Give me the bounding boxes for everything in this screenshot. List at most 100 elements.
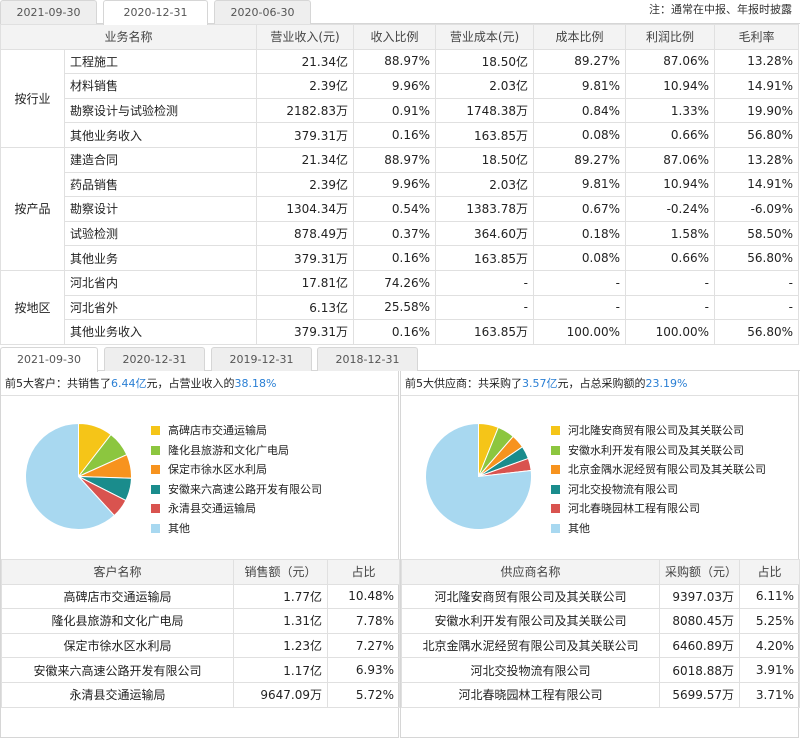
- cell-gross-margin: 13.28%: [714, 48, 800, 75]
- legend-item[interactable]: 北京金隅水泥经贸有限公司及其关联公司: [551, 460, 766, 480]
- cell-cost: 163.85万: [435, 245, 535, 271]
- top5-suppliers-panel: 前5大供应商：共采购了3.57亿元，占总采购额的23.19% 河北隆安商贸有限公…: [400, 371, 800, 738]
- cell-cost-ratio: 9.81%: [533, 171, 627, 198]
- legend-item[interactable]: 其他: [551, 519, 766, 539]
- table-header-row: 业务名称 营业收入(元) 收入比例 营业成本(元) 成本比例 利润比例 毛利率: [0, 24, 800, 50]
- header-gross-margin: 毛利率: [714, 24, 800, 50]
- cell-business-name: 勘察设计与试验检测: [63, 97, 258, 124]
- cell-revenue: 17.81亿: [256, 269, 355, 296]
- cell-cost-ratio: 89.27%: [533, 146, 627, 173]
- tab-period-1[interactable]: 2020-12-31: [103, 0, 208, 25]
- cell-revenue: 2182.83万: [256, 97, 355, 124]
- cell-cost-ratio: 0.08%: [533, 122, 627, 148]
- cell-name: 隆化县旅游和文化广电局: [1, 608, 234, 634]
- customers-table: 客户名称 销售额（元） 占比 高碑店市交通运输局 1.77亿 10.48% 隆化县旅游…: [1, 559, 400, 708]
- cell-revenue: 379.31万: [256, 319, 355, 345]
- cell-profit-ratio: 1.33%: [625, 97, 716, 124]
- group-label: 按产品: [0, 146, 65, 271]
- table-row: 北京金隅水泥经贸有限公司及其关联公司 6460.89万 4.20%: [401, 632, 800, 659]
- table-row: 其他业务收入 379.31万 0.16% 163.85万 100.00% 100.00% 5…: [1, 319, 800, 345]
- cell-cost: 1748.38万: [435, 97, 535, 124]
- customers-pie-chart: [25, 422, 132, 530]
- tab-bottom-period-0[interactable]: 2021-09-30: [0, 347, 98, 372]
- cell-name: 安徽水利开发有限公司及其关联公司: [401, 608, 660, 634]
- legend-swatch: [551, 426, 560, 436]
- cell-cost: 163.85万: [435, 122, 535, 148]
- header-profit-ratio: 利润比例: [625, 24, 716, 50]
- legend-item[interactable]: 河北春晓园林工程有限公司: [551, 499, 766, 519]
- cell-cost-ratio: -: [533, 269, 627, 296]
- cell-share: 7.27%: [327, 632, 400, 659]
- cell-cost-ratio: 0.67%: [533, 196, 627, 222]
- cell-amount: 1.17亿: [233, 657, 328, 683]
- tab-bottom-period-3[interactable]: 2018-12-31: [317, 347, 418, 371]
- cell-amount: 1.77亿: [233, 583, 328, 610]
- suppliers-pie-chart: [425, 422, 532, 530]
- legend-item[interactable]: 高碑店市交通运输局: [151, 421, 322, 441]
- tab-bottom-period-1[interactable]: 2020-12-31: [104, 347, 205, 371]
- cell-name: 河北交投物流有限公司: [401, 657, 660, 683]
- cell-cost: 1383.78万: [435, 196, 535, 222]
- cell-gross-margin: 56.80%: [714, 122, 800, 148]
- cell-amount: 9397.03万: [659, 583, 740, 610]
- cell-share: 6.93%: [327, 657, 400, 683]
- cell-revenue: 2.39亿: [256, 171, 355, 198]
- tab-bottom-period-2[interactable]: 2019-12-31: [211, 347, 312, 371]
- legend-label: 隆化县旅游和文化广电局: [168, 443, 289, 457]
- suppliers-legend: 河北隆安商贸有限公司及其关联公司 安徽水利开发有限公司及其关联公司北京金隅水泥经贸…: [551, 421, 766, 538]
- header-customer-name: 客户名称: [1, 559, 234, 585]
- suppliers-total-pct: 23.19%: [645, 377, 688, 390]
- legend-item[interactable]: 保定市徐水区水利局: [151, 460, 322, 480]
- legend-item[interactable]: 河北隆安商贸有限公司及其关联公司: [551, 421, 766, 441]
- cell-revenue-ratio: 25.58%: [353, 294, 437, 321]
- header-business-name: 业务名称: [0, 24, 258, 50]
- legend-item[interactable]: 安徽来六高速公路开发有限公司: [151, 480, 322, 500]
- legend-item[interactable]: 其他: [151, 519, 322, 539]
- cell-cost: 364.60万: [435, 220, 535, 247]
- group-label: 按行业: [0, 48, 65, 148]
- disclosure-note: 注：通常在中报、年报时披露: [649, 3, 792, 16]
- legend-item[interactable]: 永清县交通运输局: [151, 499, 322, 519]
- cell-gross-margin: -6.09%: [714, 196, 800, 222]
- legend-item[interactable]: 安徽水利开发有限公司及其关联公司: [551, 441, 766, 461]
- cell-business-name: 其他业务收入: [63, 319, 258, 345]
- cell-profit-ratio: 0.66%: [625, 122, 716, 148]
- legend-label: 永清县交通运输局: [168, 502, 256, 515]
- table-row: 试验检测 878.49万 0.37% 364.60万 0.18% 1.58% 58.50%: [1, 220, 800, 247]
- cell-profit-ratio: 87.06%: [625, 146, 716, 173]
- table-row: 勘察设计与试验检测 2182.83万 0.91% 1748.38万 0.84% 1.33%…: [1, 97, 800, 124]
- cell-amount: 1.23亿: [233, 632, 328, 659]
- table-row: 按地区 河北省内 17.81亿 74.26% - - - -: [0, 269, 800, 345]
- tab-period-0[interactable]: 2021-09-30: [0, 0, 97, 24]
- cell-business-name: 材料销售: [63, 73, 258, 99]
- legend-label: 安徽来六高速公路开发有限公司: [168, 482, 322, 496]
- legend-item[interactable]: 隆化县旅游和文化广电局: [151, 441, 322, 461]
- cell-cost-ratio: 100.00%: [533, 319, 627, 345]
- legend-label: 高碑店市交通运输局: [168, 424, 267, 437]
- cell-profit-ratio: 1.58%: [625, 220, 716, 247]
- table-row: 其他业务收入 379.31万 0.16% 163.85万 0.08% 0.66% 56.80…: [1, 122, 800, 148]
- table-row: 按行业 工程施工 21.34亿 88.97% 18.50亿 89.27% 87.06% 13.…: [0, 48, 800, 148]
- cell-profit-ratio: -: [625, 294, 716, 321]
- legend-label: 北京金隅水泥经贸有限公司及其关联公司: [568, 463, 766, 476]
- tab-period-2[interactable]: 2020-06-30: [214, 0, 311, 24]
- header-cost-ratio: 成本比例: [533, 24, 627, 50]
- cell-revenue-ratio: 88.97%: [353, 146, 437, 173]
- pie-slice-5[interactable]: [425, 422, 532, 530]
- cell-cost: -: [435, 269, 535, 296]
- legend-swatch: [551, 523, 560, 533]
- legend-item[interactable]: 河北交投物流有限公司: [551, 480, 766, 500]
- pie-slice-5[interactable]: [25, 422, 116, 530]
- header-sales-amount: 销售额（元）: [233, 559, 328, 585]
- cell-gross-margin: 13.28%: [714, 146, 800, 173]
- cell-amount: 6460.89万: [659, 632, 740, 659]
- header-customer-share: 占比: [327, 559, 400, 585]
- cell-gross-margin: 56.80%: [714, 319, 800, 345]
- cell-cost-ratio: 0.18%: [533, 220, 627, 247]
- cell-name: 河北春晓园林工程有限公司: [401, 681, 660, 708]
- legend-label: 河北交投物流有限公司: [568, 482, 678, 496]
- legend-swatch: [551, 465, 560, 475]
- cell-cost-ratio: 9.81%: [533, 73, 627, 99]
- legend-swatch: [551, 484, 560, 494]
- suppliers-summary-mid: 元，占总采购额的: [557, 377, 646, 390]
